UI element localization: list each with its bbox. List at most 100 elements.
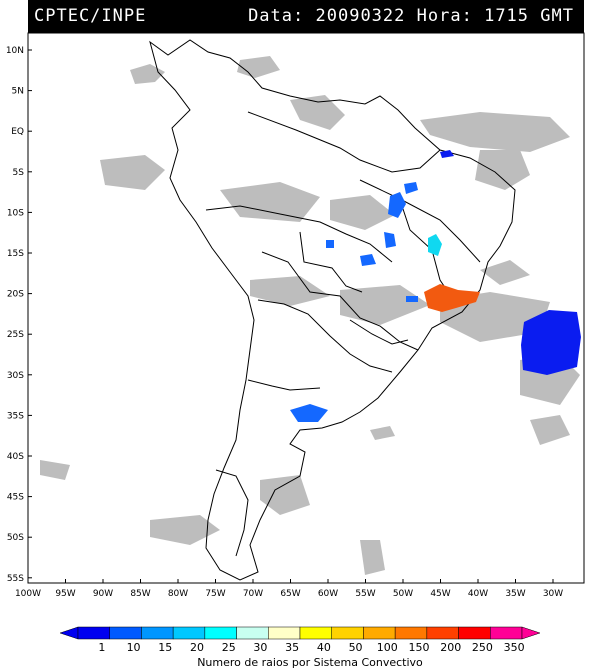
cloud-patch [40, 460, 70, 480]
colorbar-swatch [490, 626, 523, 640]
colorbar-arrow-right [521, 626, 541, 640]
lat-tick-label: 25S [7, 330, 24, 340]
coastline [149, 39, 516, 581]
cloud-patch [340, 285, 430, 325]
activity-cell-mid [388, 192, 406, 218]
border [359, 179, 481, 263]
border [299, 231, 363, 293]
cloud-patch [290, 95, 345, 130]
border [261, 251, 419, 351]
colorbar [59, 626, 541, 640]
date-label: Data: [248, 6, 305, 26]
lon-tick-label: 70W [243, 589, 263, 599]
colorbar-tick-label: 50 [349, 641, 363, 654]
colorbar-swatch [268, 626, 301, 640]
cloud-patch [220, 182, 320, 222]
lon-tick-label: 75W [205, 589, 225, 599]
cloud-patch [360, 540, 385, 575]
lat-tick-label: 10N [6, 46, 24, 56]
lon-tick-label: 80W [168, 589, 188, 599]
lon-tick-label: 95W [55, 589, 75, 599]
lon-tick-label: 55W [355, 589, 375, 599]
lon-tick-label: 50W [393, 589, 413, 599]
cloud-patch [475, 150, 530, 190]
lat-tick-label: 50S [7, 533, 24, 543]
colorbar-tick-label: 150 [409, 641, 430, 654]
colorbar-swatch [394, 626, 428, 640]
timestamp: Data: 20090322 Hora: 1715 GMT [248, 6, 574, 26]
activity-cell-cyan [428, 234, 442, 256]
lat-tick-label: 15S [7, 249, 24, 259]
border [247, 111, 441, 173]
lat-tick-label: 45S [7, 493, 24, 503]
lon-tick-label: 65W [280, 589, 300, 599]
latitude-ticks: 10N 5N EQ 5S 10S 15S 20S 25S 30S 35S 40S 45S 50S 55S [6, 46, 32, 584]
lon-tick-label: 90W [93, 589, 113, 599]
cloud-cover [40, 56, 580, 575]
lon-tick-label: 100W [15, 589, 41, 599]
lon-tick-label: 85W [130, 589, 150, 599]
colorbar-tick-label: 15 [158, 641, 172, 654]
cloud-patch [420, 112, 570, 152]
lat-tick-label: 20S [7, 290, 24, 300]
cloud-patch [260, 475, 310, 515]
colorbar-swatch [299, 626, 332, 640]
cloud-patch [100, 155, 165, 190]
lat-tick-label: 40S [7, 452, 24, 462]
cloud-patch [130, 64, 165, 84]
cloud-patch [237, 56, 280, 78]
colorbar-tick-label: 200 [440, 641, 461, 654]
lat-tick-label: 30S [7, 371, 24, 381]
colorbar-swatch [236, 626, 269, 640]
colorbar-arrow-left [59, 626, 79, 640]
lat-tick-label: 5N [12, 87, 24, 97]
lat-tick-label: 35S [7, 411, 24, 421]
activity-cell-mid [360, 254, 376, 266]
activity-cell-high [424, 284, 480, 312]
colorbar-tick-label: 20 [190, 641, 204, 654]
colorbar-swatch [331, 626, 364, 640]
lightning-cells [290, 150, 581, 422]
border [215, 469, 249, 557]
lon-tick-label: 35W [505, 589, 525, 599]
activity-cell-mid [384, 232, 396, 248]
cloud-patch [250, 276, 330, 306]
colorbar-tick-label: 35 [285, 641, 299, 654]
border [349, 319, 409, 345]
colorbar-swatch [141, 626, 174, 640]
time-value: 1715 [484, 6, 530, 26]
colorbar-swatch [109, 626, 142, 640]
lon-tick-label: 60W [318, 589, 338, 599]
activity-cell-low [440, 150, 454, 158]
lat-tick-label: 10S [7, 208, 24, 218]
colorbar-tick-label: 30 [253, 641, 267, 654]
colorbar-swatch [458, 626, 491, 640]
lon-tick-label: 45W [430, 589, 450, 599]
time-label: Hora: [416, 6, 473, 26]
lon-tick-label: 30W [543, 589, 563, 599]
south-america-outline [149, 39, 516, 581]
activity-cell-mid [404, 182, 418, 194]
colorbar-swatch [77, 626, 110, 640]
colorbar-swatch [426, 626, 459, 640]
agency-name: CPTEC/INPE [34, 6, 147, 26]
activity-cell-mid [326, 240, 334, 248]
cloud-patch [530, 415, 570, 445]
border [247, 379, 321, 391]
colorbar-tick-label: 1 [98, 641, 105, 654]
activity-cell-mid [406, 296, 418, 302]
colorbar-tick-label: 40 [317, 641, 331, 654]
activity-cell-mid [290, 404, 328, 422]
activity-cell-low [521, 310, 581, 375]
lat-tick-label: EQ [11, 127, 24, 137]
colorbar-tick-label: 250 [472, 641, 493, 654]
border [205, 205, 393, 263]
colorbar-tick-label: 100 [377, 641, 398, 654]
colorbar-tick-label: 10 [127, 641, 141, 654]
lon-tick-label: 40W [468, 589, 488, 599]
colorbar-swatch [363, 626, 396, 640]
colorbar-title: Numero de raios por Sistema Convectivo [197, 656, 423, 669]
map-header: CPTEC/INPE Data: 20090322 Hora: 1715 GMT [28, 0, 584, 33]
cloud-patch [150, 515, 220, 545]
